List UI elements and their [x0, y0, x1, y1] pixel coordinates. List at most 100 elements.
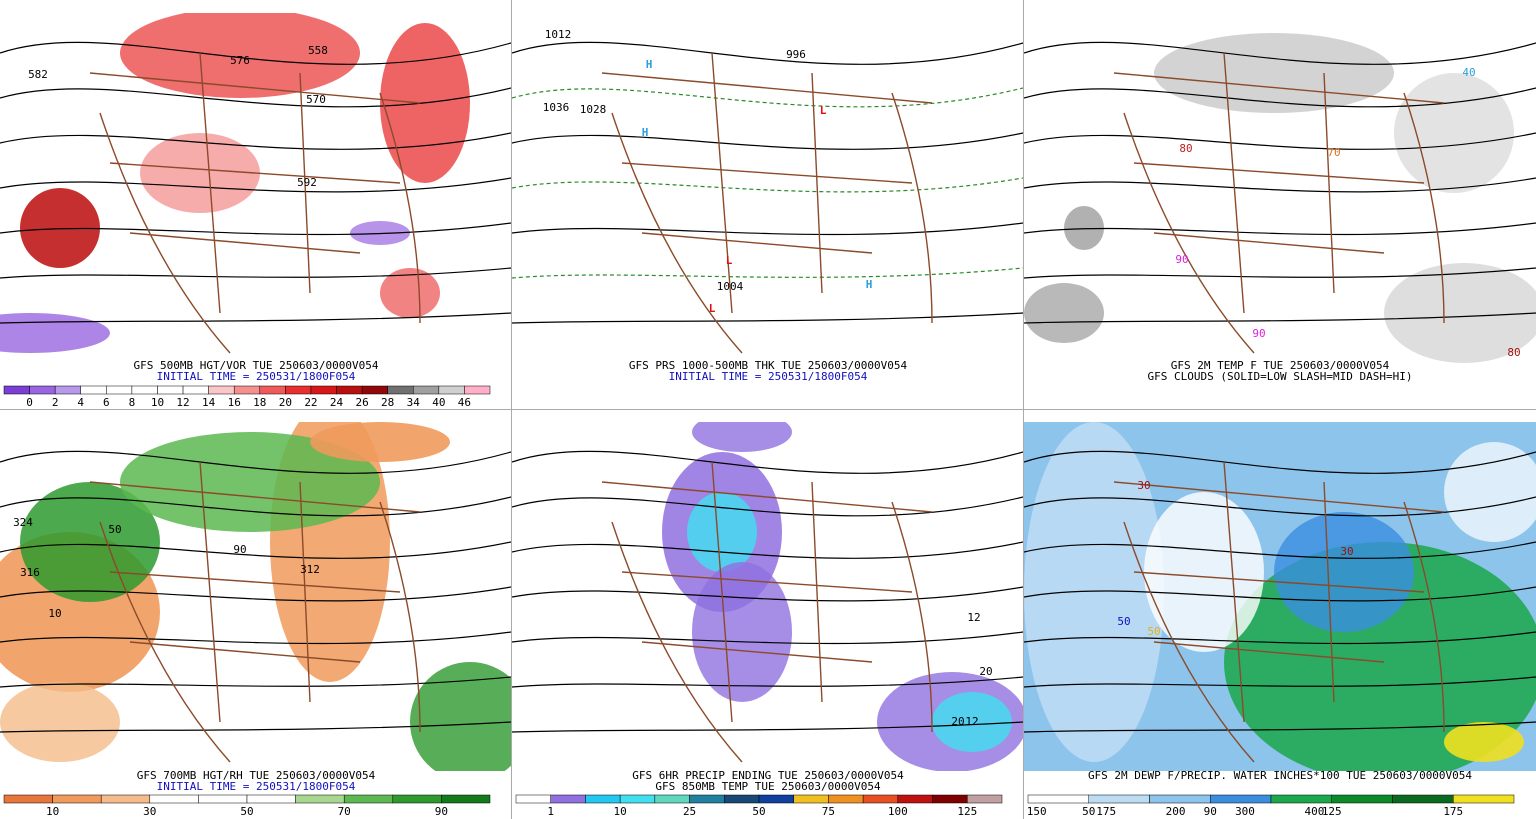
map-label: 324: [13, 516, 33, 529]
map-label: 12: [967, 611, 980, 624]
field-blob: [1064, 206, 1104, 250]
colorbar-swatch: [585, 794, 621, 804]
map-label: 50: [108, 523, 121, 536]
contour: [0, 222, 511, 236]
colorbar-label: 125: [957, 805, 977, 818]
field-blob: [410, 662, 511, 771]
colorbar-label: 12: [176, 396, 189, 409]
colorbar-label: 18: [253, 396, 266, 409]
field-blob: [120, 432, 380, 532]
field-blob: [687, 492, 757, 572]
map-label: 1012: [545, 28, 572, 41]
colorbar-label: 75: [822, 805, 835, 818]
colorbar-swatch: [100, 794, 151, 804]
colorbar-label: 50: [1082, 805, 1095, 818]
map-label: H: [642, 126, 649, 139]
colorbar-swatch: [1270, 794, 1332, 804]
contour: [0, 450, 511, 474]
colorbar-swatch: [654, 794, 690, 804]
colorbar-label: 30: [143, 805, 156, 818]
field-blob: [1144, 492, 1264, 652]
colorbar-swatch: [361, 385, 388, 395]
map-caption: INITIAL TIME = 250531/1800F054: [669, 370, 868, 383]
colorbar-swatch: [157, 385, 184, 395]
map-label: 12: [965, 715, 978, 728]
contour: [512, 312, 1023, 324]
map-label: 70: [1327, 146, 1340, 159]
contour: [0, 41, 511, 65]
colorbar-label: 50: [752, 805, 765, 818]
field-blob: [1384, 263, 1536, 363]
colorbar-label: 4: [77, 396, 84, 409]
contour: [1024, 267, 1536, 279]
contour: [0, 312, 511, 324]
colorbar-label: 10: [46, 805, 59, 818]
contour: [512, 132, 1023, 150]
field-blob: [1394, 73, 1514, 193]
contour: [1024, 41, 1536, 65]
colorbar-swatch: [310, 385, 337, 395]
colorbar-swatch: [862, 794, 899, 804]
colorbar-label: 6: [103, 396, 110, 409]
colorbar-label: 50: [240, 805, 253, 818]
field-blob: [1274, 512, 1414, 632]
map-background: [512, 13, 1023, 363]
contour: [512, 631, 1023, 645]
contour: [1024, 631, 1536, 645]
colorbar-label: 125: [1322, 805, 1342, 818]
colorbar-swatch: [182, 385, 209, 395]
colorbar-swatch: [441, 794, 491, 804]
map-label: 576: [230, 54, 250, 67]
map-label: 592: [297, 176, 317, 189]
colorbar-swatch: [295, 794, 345, 804]
colorbar-swatch: [149, 794, 199, 804]
map-caption: GFS PRS 1000-500MB THK TUE 250603/0000V0…: [629, 359, 908, 372]
state-borders: [601, 52, 933, 354]
map-label: L: [709, 302, 716, 315]
map-layer: 324 316 312 50 10 90: [0, 422, 511, 771]
colorbar-swatch: [724, 794, 760, 804]
colorbar-label: 400: [1304, 805, 1324, 818]
colorbar-swatch: [758, 794, 794, 804]
field-blob: [1154, 33, 1394, 113]
contour: [1024, 87, 1536, 108]
colorbar-label: 175: [1443, 805, 1463, 818]
colorbar-swatch: [259, 385, 286, 395]
colorbar-swatch: [3, 794, 53, 804]
colorbar-swatch: [392, 794, 442, 804]
colorbar-label: 14: [202, 396, 216, 409]
contour: [0, 586, 511, 602]
colorbar-swatch: [828, 794, 864, 804]
map-label: 90: [1252, 327, 1265, 340]
colorbar-label: 0: [26, 396, 33, 409]
colorbar-swatch: [1210, 794, 1272, 804]
contour: [1024, 132, 1536, 150]
field-blob: [380, 268, 440, 318]
state-borders: [1113, 461, 1445, 763]
colorbar-swatch: [1331, 794, 1393, 804]
map-panel: 582 558 570 592 576: [0, 13, 511, 363]
map-layer: 30 50 50 30: [1024, 422, 1536, 771]
contour: [0, 177, 511, 193]
colorbar-label: 22: [304, 396, 317, 409]
map-label: 90: [233, 543, 246, 556]
colorbar-swatch: [689, 794, 725, 804]
state-borders: [601, 461, 933, 763]
field-blob: [0, 313, 110, 353]
colorbar-swatch: [1088, 794, 1150, 804]
colorbar-swatch: [54, 385, 81, 395]
contour: [1024, 541, 1536, 559]
map-label: 30: [1340, 545, 1353, 558]
contour: [1024, 496, 1536, 517]
colorbar-label: 90: [1204, 805, 1217, 818]
map-layer: 80 70 90 90 80 40: [1024, 33, 1536, 363]
map-label: 996: [786, 48, 806, 61]
colorbar-label: 20: [279, 396, 292, 409]
map-caption: GFS 500MB HGT/VOR TUE 250603/0000V054: [133, 359, 378, 372]
colorbar-label: 70: [338, 805, 351, 818]
colorbar-swatch: [897, 794, 933, 804]
field-blob: [1024, 283, 1104, 343]
contour: [0, 132, 511, 150]
